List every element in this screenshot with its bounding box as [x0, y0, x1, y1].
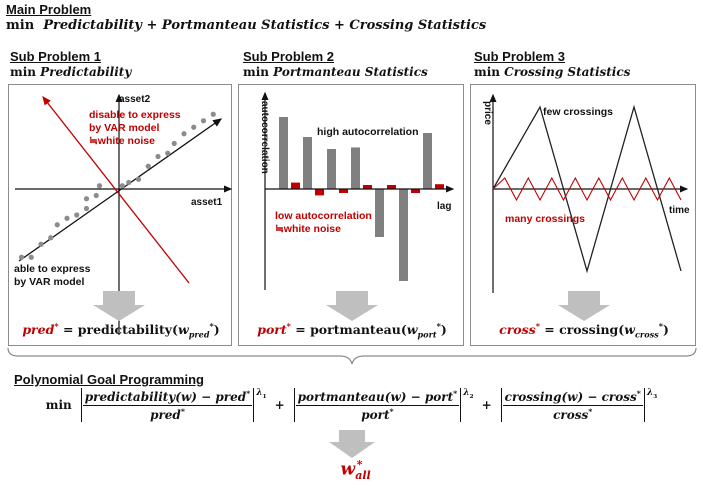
sub1-axis-x-label: asset1 — [191, 197, 223, 208]
sub1-title: Sub Problem 1 — [10, 49, 102, 64]
sub1-red-label-3: ≒white noise — [89, 135, 155, 147]
grouping-brace — [7, 347, 697, 365]
scatter-point-4 — [54, 222, 60, 228]
autocorr-red-bar-3 — [363, 185, 372, 189]
sub3-objective: min Crossing Statistics — [474, 65, 631, 79]
sub2-axis-y-label: autocorrelation — [259, 101, 270, 174]
scatter-point-0 — [18, 254, 25, 260]
sub2-panel: autocorrelation lag high autocorrelation… — [238, 84, 464, 346]
sub1-red-line — [42, 95, 190, 284]
pgp-min: min — [45, 398, 72, 412]
scatter-point-2 — [38, 241, 44, 247]
sub3-axis-y-label: price — [482, 101, 493, 125]
autocorr-bar-5 — [399, 189, 408, 281]
many-crossings-line — [492, 176, 682, 202]
sub3-axis-x-label: time — [669, 205, 690, 216]
main-title: Main Problem — [6, 2, 92, 17]
sub2-down-arrow — [326, 291, 378, 321]
scatter-point-3 — [48, 235, 54, 241]
pgp-formula: min predictability(w) − pred* pred* λ1 + … — [45, 388, 658, 422]
main-formula: min Predictability + Portmanteau Statist… — [6, 18, 487, 33]
scatter-point-8 — [83, 196, 90, 202]
pgp-term-1: predictability(w) − pred* pred* λ1 — [80, 388, 267, 422]
scatter-point-12 — [126, 179, 132, 186]
sub2-title: Sub Problem 2 — [243, 49, 335, 64]
sub3-title: Sub Problem 3 — [474, 49, 566, 64]
sub3-many-label: many crossings — [505, 213, 585, 225]
sub3-down-arrow — [558, 291, 610, 321]
pgp-down-arrow — [329, 430, 375, 458]
autocorr-bar-0 — [279, 117, 288, 189]
pgp-term-2: portmanteau(w) − port* port* λ2 — [293, 388, 474, 422]
scatter-point-7 — [83, 205, 90, 212]
sub2-chart: autocorrelation lag high autocorrelation… — [259, 91, 455, 321]
sub1-axis-y-label: asset2 — [119, 94, 151, 105]
pgp-title: Polynomial Goal Programming — [14, 372, 204, 387]
sub2-axis-x-label: lag — [437, 201, 451, 212]
sub1-panel: asset2 asset1 disable to express by VAR … — [8, 84, 233, 346]
sub3-few-label: few crossings — [543, 106, 613, 118]
scatter-point-17 — [171, 140, 177, 147]
few-crossings-line — [492, 104, 682, 274]
sub1-red-label-2: by VAR model — [89, 122, 159, 134]
sub1-black-label-2: by VAR model — [14, 276, 84, 288]
sub1-result: pred* = predictability(wpred*) — [22, 321, 220, 340]
scatter-point-15 — [155, 153, 161, 160]
scatter-point-18 — [181, 131, 187, 137]
scatter-point-21 — [210, 111, 216, 117]
autocorr-red-bar-5 — [411, 189, 420, 193]
sub3-panel: price time few crossings many crossings … — [470, 84, 696, 346]
sub2-high-label: high autocorrelation — [317, 126, 419, 138]
autocorr-red-bar-1 — [315, 189, 324, 196]
scatter-point-1 — [28, 254, 34, 260]
autocorr-red-bar-2 — [339, 189, 348, 193]
sub3-result: cross* = crossing(wcross*) — [499, 321, 669, 340]
autocorr-bar-1 — [303, 137, 312, 189]
sub1-down-arrow — [93, 291, 145, 321]
sub2-result: port* = portmanteau(wport*) — [257, 321, 447, 340]
scatter-point-10 — [96, 183, 103, 189]
scatter-point-16 — [165, 150, 171, 156]
sub2-low-label-2: ≒white noise — [275, 223, 341, 235]
sub3-chart: price time few crossings many crossings — [482, 93, 690, 321]
sub1-objective: min Predictability — [10, 65, 132, 79]
autocorr-bar-6 — [423, 133, 432, 189]
scatter-point-6 — [74, 212, 80, 218]
autocorr-bar-3 — [351, 147, 360, 189]
autocorr-bar-2 — [327, 149, 336, 189]
autocorr-bar-4 — [375, 189, 384, 237]
sub1-chart: asset2 asset1 disable to express by VAR … — [14, 93, 233, 335]
autocorr-red-bar-0 — [291, 182, 300, 189]
autocorr-red-bar-6 — [435, 184, 444, 189]
final-weight: wall* — [340, 458, 371, 483]
autocorr-red-bar-4 — [387, 185, 396, 189]
scatter-point-14 — [145, 163, 151, 169]
sub1-red-label-1: disable to express — [89, 109, 181, 121]
scatter-point-11 — [119, 183, 125, 189]
scatter-point-20 — [200, 118, 207, 124]
sub1-black-label-1: able to express — [14, 263, 91, 275]
scatter-point-13 — [135, 176, 142, 182]
scatter-point-5 — [64, 215, 70, 221]
scatter-point-19 — [191, 124, 197, 130]
scatter-point-9 — [93, 192, 99, 199]
pgp-term-3: crossing(w) − cross* cross* λ3 — [500, 388, 657, 422]
sub2-low-label-1: low autocorrelation — [275, 210, 372, 222]
sub2-objective: min Portmanteau Statistics — [243, 65, 428, 79]
